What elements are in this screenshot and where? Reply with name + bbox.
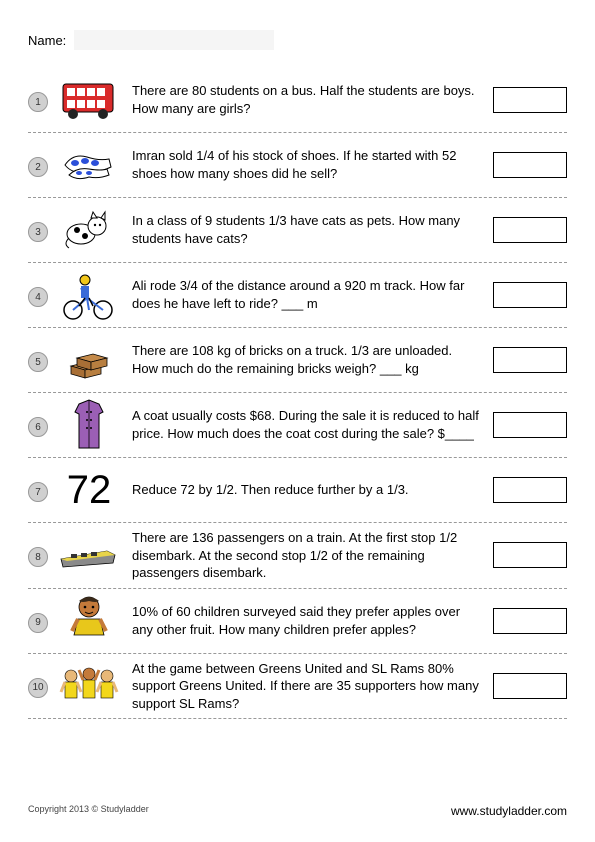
question-row: 4 Ali rode 3/4 of the distance around a …: [28, 263, 567, 328]
72-icon: 72: [54, 464, 124, 516]
question-number-wrap: 10: [28, 674, 54, 698]
answer-box[interactable]: [493, 477, 567, 503]
question-number: 3: [28, 222, 48, 242]
question-row: 9 10% of 60 children surveyed said they …: [28, 589, 567, 654]
question-number-wrap: 2: [28, 153, 54, 177]
question-row: 3 In a class of 9 students 1/3 have cats…: [28, 198, 567, 263]
question-text: A coat usually costs $68. During the sal…: [124, 407, 487, 442]
question-number: 10: [28, 678, 48, 698]
question-number-wrap: 8: [28, 543, 54, 567]
question-number: 4: [28, 287, 48, 307]
question-number: 6: [28, 417, 48, 437]
question-number-wrap: 6: [28, 413, 54, 437]
question-number: 1: [28, 92, 48, 112]
question-row: 2 Imran sold 1/4 of his stock of shoes. …: [28, 133, 567, 198]
question-number-wrap: 9: [28, 609, 54, 633]
name-field[interactable]: [74, 30, 274, 50]
question-text: There are 80 students on a bus. Half the…: [124, 82, 487, 117]
question-text: At the game between Greens United and SL…: [124, 660, 487, 713]
shoes-icon: [54, 139, 124, 191]
answer-box[interactable]: [493, 542, 567, 568]
answer-box[interactable]: [493, 673, 567, 699]
question-row: 5 There are 108 kg of bricks on a truck.…: [28, 328, 567, 393]
answer-box[interactable]: [493, 412, 567, 438]
question-row: 8 There are 136 passengers on a train. A…: [28, 523, 567, 589]
name-label: Name:: [28, 33, 66, 48]
question-number-wrap: 1: [28, 88, 54, 112]
question-row: 7 72 Reduce 72 by 1/2. Then reduce furth…: [28, 458, 567, 523]
question-text: 10% of 60 children surveyed said they pr…: [124, 603, 487, 638]
bricks-icon: [54, 334, 124, 386]
coat-icon: [54, 399, 124, 451]
question-text: Reduce 72 by 1/2. Then reduce further by…: [124, 481, 487, 499]
bus-icon: [54, 74, 124, 126]
question-text: There are 108 kg of bricks on a truck. 1…: [124, 342, 487, 377]
question-number: 5: [28, 352, 48, 372]
train-icon: [54, 529, 124, 581]
question-row: 6 A coat usually costs $68. During the s…: [28, 393, 567, 458]
footer-url: www.studyladder.com: [451, 804, 567, 818]
answer-box[interactable]: [493, 608, 567, 634]
question-text: Imran sold 1/4 of his stock of shoes. If…: [124, 147, 487, 182]
question-text: There are 136 passengers on a train. At …: [124, 529, 487, 582]
answer-box[interactable]: [493, 217, 567, 243]
cat-icon: [54, 204, 124, 256]
question-text: In a class of 9 students 1/3 have cats a…: [124, 212, 487, 247]
question-text: Ali rode 3/4 of the distance around a 92…: [124, 277, 487, 312]
question-number: 2: [28, 157, 48, 177]
answer-box[interactable]: [493, 87, 567, 113]
question-number: 8: [28, 547, 48, 567]
question-row: 10 At the game between Greens United and…: [28, 654, 567, 720]
question-number: 9: [28, 613, 48, 633]
question-number: 7: [28, 482, 48, 502]
question-row: 1 There are 80 students on a bus. Half t…: [28, 68, 567, 133]
answer-box[interactable]: [493, 282, 567, 308]
bicycle-icon: [54, 269, 124, 321]
answer-box[interactable]: [493, 347, 567, 373]
child-icon: [54, 595, 124, 647]
copyright-text: Copyright 2013 © Studyladder: [28, 804, 451, 818]
question-number-wrap: 4: [28, 283, 54, 307]
answer-box[interactable]: [493, 152, 567, 178]
question-number-wrap: 3: [28, 218, 54, 242]
crowd-icon: [54, 660, 124, 712]
question-number-wrap: 7: [28, 478, 54, 502]
question-number-wrap: 5: [28, 348, 54, 372]
